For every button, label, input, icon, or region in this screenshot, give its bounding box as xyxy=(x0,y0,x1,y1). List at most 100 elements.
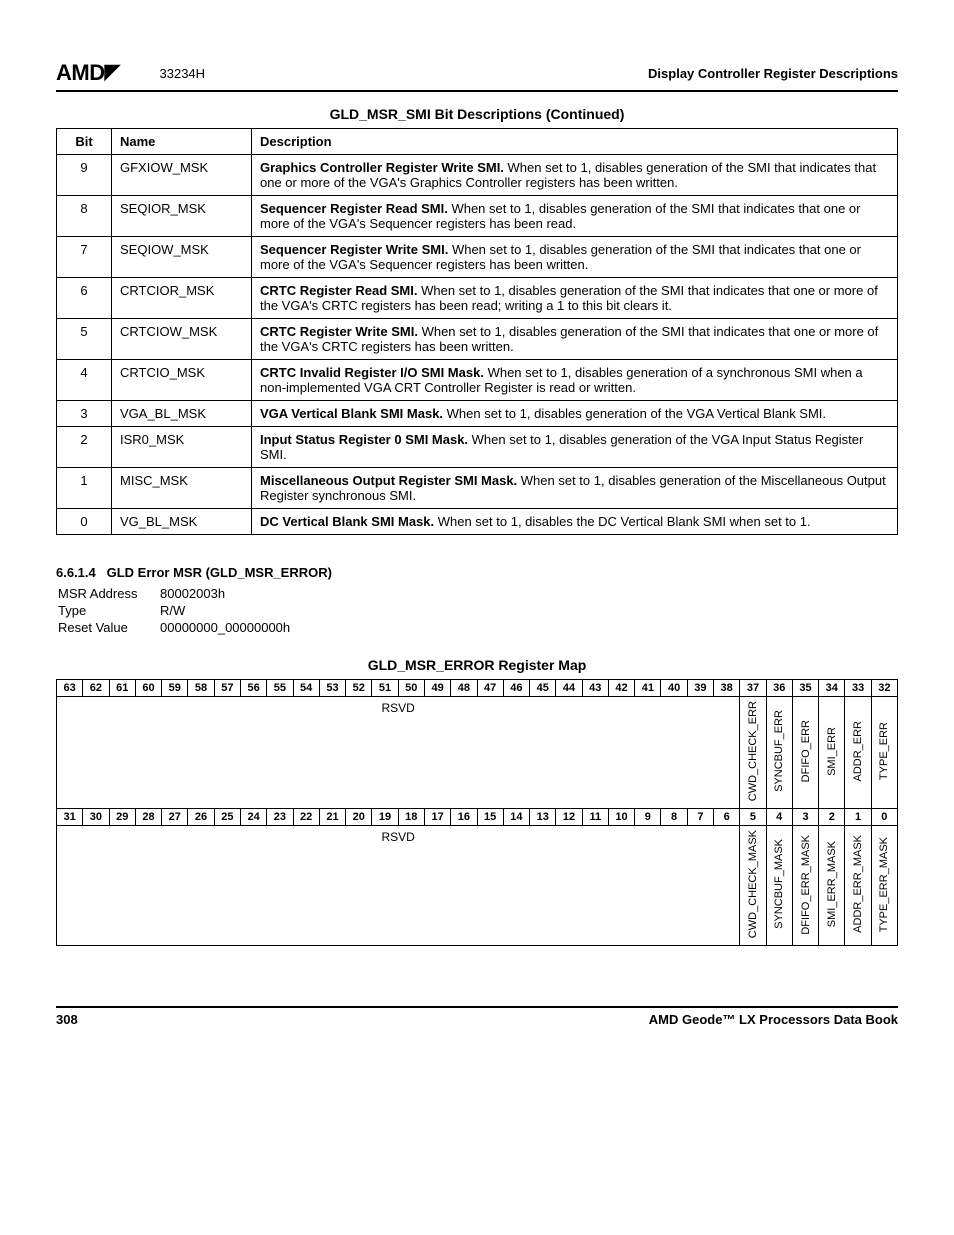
header-left: AMD◤ 33234H xyxy=(56,60,205,86)
field-cell: DFIFO_ERR_MASK xyxy=(792,826,818,946)
desc-cell: Input Status Register 0 SMI Mask. When s… xyxy=(252,427,898,468)
bit-number-cell: 44 xyxy=(556,680,582,697)
bit-number-cell: 59 xyxy=(162,680,188,697)
book-title: AMD Geode™ LX Processors Data Book xyxy=(649,1012,898,1027)
name-cell: CRTCIO_MSK xyxy=(112,360,252,401)
bit-number-cell: 11 xyxy=(582,809,608,826)
bit-cell: 4 xyxy=(57,360,112,401)
bit-number-cell: 39 xyxy=(687,680,713,697)
table-row: 6CRTCIOR_MSKCRTC Register Read SMI. When… xyxy=(57,278,898,319)
bit-number-cell: 24 xyxy=(240,809,266,826)
page-header: AMD◤ 33234H Display Controller Register … xyxy=(56,60,898,92)
bit-number-cell: 31 xyxy=(57,809,83,826)
name-cell: CRTCIOR_MSK xyxy=(112,278,252,319)
desc-cell: CRTC Register Read SMI. When set to 1, d… xyxy=(252,278,898,319)
bit-number-cell: 14 xyxy=(503,809,529,826)
bit-number-cell: 61 xyxy=(109,680,135,697)
name-cell: CRTCIOW_MSK xyxy=(112,319,252,360)
bit-number-cell: 56 xyxy=(240,680,266,697)
desc-cell: CRTC Register Write SMI. When set to 1, … xyxy=(252,319,898,360)
col-desc: Description xyxy=(252,129,898,155)
bit-cell: 5 xyxy=(57,319,112,360)
bit-number-cell: 10 xyxy=(608,809,634,826)
field-cell: SYNCBUF_ERR xyxy=(766,697,792,809)
bit-cell: 2 xyxy=(57,427,112,468)
table-row: 5CRTCIOW_MSKCRTC Register Write SMI. Whe… xyxy=(57,319,898,360)
name-cell: SEQIOW_MSK xyxy=(112,237,252,278)
page-number: 308 xyxy=(56,1012,78,1027)
bit-number-cell: 55 xyxy=(267,680,293,697)
field-label: DFIFO_ERR xyxy=(800,716,812,786)
table-row: 9GFXIOW_MSKGraphics Controller Register … xyxy=(57,155,898,196)
bit-cell: 3 xyxy=(57,401,112,427)
bit-number-cell: 46 xyxy=(503,680,529,697)
subsection-title: GLD Error MSR (GLD_MSR_ERROR) xyxy=(107,565,332,580)
bit-number-cell: 28 xyxy=(135,809,161,826)
reset-value: 00000000_00000000h xyxy=(160,620,296,635)
bit-number-cell: 16 xyxy=(451,809,477,826)
table-row: 8SEQIOR_MSKSequencer Register Read SMI. … xyxy=(57,196,898,237)
bit-number-cell: 32 xyxy=(871,680,897,697)
bit-number-cell: 6 xyxy=(714,809,740,826)
bit-number-cell: 18 xyxy=(398,809,424,826)
bit-number-cell: 5 xyxy=(740,809,766,826)
bit-number-cell: 17 xyxy=(424,809,450,826)
field-label: CWD_CHECK_ERR xyxy=(747,697,759,805)
bit-number-cell: 60 xyxy=(135,680,161,697)
desc-cell: VGA Vertical Blank SMI Mask. When set to… xyxy=(252,401,898,427)
bit-number-cell: 47 xyxy=(477,680,503,697)
table-row: 4CRTCIO_MSKCRTC Invalid Register I/O SMI… xyxy=(57,360,898,401)
bit-number-cell: 23 xyxy=(267,809,293,826)
bit-number-cell: 19 xyxy=(372,809,398,826)
field-label: SYNCBUF_ERR xyxy=(773,706,785,796)
section-title: Display Controller Register Descriptions xyxy=(648,66,898,81)
desc-cell: Miscellaneous Output Register SMI Mask. … xyxy=(252,468,898,509)
bit-number-cell: 36 xyxy=(766,680,792,697)
reset-label: Reset Value xyxy=(58,620,158,635)
bit-number-cell: 38 xyxy=(714,680,740,697)
name-cell: SEQIOR_MSK xyxy=(112,196,252,237)
document-number: 33234H xyxy=(160,66,206,81)
name-cell: VGA_BL_MSK xyxy=(112,401,252,427)
field-cell: SYNCBUF_MASK xyxy=(766,826,792,946)
bit-cell: 9 xyxy=(57,155,112,196)
table-row: 7SEQIOW_MSKSequencer Register Write SMI.… xyxy=(57,237,898,278)
type-label: Type xyxy=(58,603,158,618)
field-cell: CWD_CHECK_MASK xyxy=(740,826,766,946)
col-bit: Bit xyxy=(57,129,112,155)
desc-cell: Sequencer Register Write SMI. When set t… xyxy=(252,237,898,278)
bit-number-cell: 22 xyxy=(293,809,319,826)
bit-number-cell: 7 xyxy=(687,809,713,826)
rsvd-cell: RSVD xyxy=(57,697,740,809)
bit-number-cell: 43 xyxy=(582,680,608,697)
bit-number-cell: 48 xyxy=(451,680,477,697)
subsection: 6.6.1.4 GLD Error MSR (GLD_MSR_ERROR) MS… xyxy=(56,565,898,637)
field-cell: SMI_ERR xyxy=(819,697,845,809)
desc-cell: CRTC Invalid Register I/O SMI Mask. When… xyxy=(252,360,898,401)
field-cell: DFIFO_ERR xyxy=(792,697,818,809)
bit-number-cell: 62 xyxy=(83,680,109,697)
bit-number-cell: 33 xyxy=(845,680,871,697)
field-cell: TYPE_ERR xyxy=(871,697,897,809)
page-footer: 308 AMD Geode™ LX Processors Data Book xyxy=(56,1006,898,1027)
bit-description-table: Bit Name Description 9GFXIOW_MSKGraphics… xyxy=(56,128,898,535)
bit-number-cell: 49 xyxy=(424,680,450,697)
subsection-number: 6.6.1.4 xyxy=(56,565,96,580)
bit-number-cell: 12 xyxy=(556,809,582,826)
field-cell: SMI_ERR_MASK xyxy=(819,826,845,946)
bit-cell: 8 xyxy=(57,196,112,237)
field-label: ADDR_ERR xyxy=(852,717,864,786)
bit-number-cell: 51 xyxy=(372,680,398,697)
field-label: ADDR_ERR_MASK xyxy=(852,831,864,937)
bit-number-cell: 45 xyxy=(530,680,556,697)
bit-number-cell: 27 xyxy=(162,809,188,826)
field-label: DFIFO_ERR_MASK xyxy=(800,831,812,939)
bit-number-cell: 25 xyxy=(214,809,240,826)
table-row: 1MISC_MSKMiscellaneous Output Register S… xyxy=(57,468,898,509)
desc-cell: Graphics Controller Register Write SMI. … xyxy=(252,155,898,196)
bit-number-cell: 53 xyxy=(319,680,345,697)
bit-number-cell: 58 xyxy=(188,680,214,697)
bit-number-cell: 21 xyxy=(319,809,345,826)
bit-number-cell: 34 xyxy=(819,680,845,697)
msr-addr-label: MSR Address xyxy=(58,586,158,601)
